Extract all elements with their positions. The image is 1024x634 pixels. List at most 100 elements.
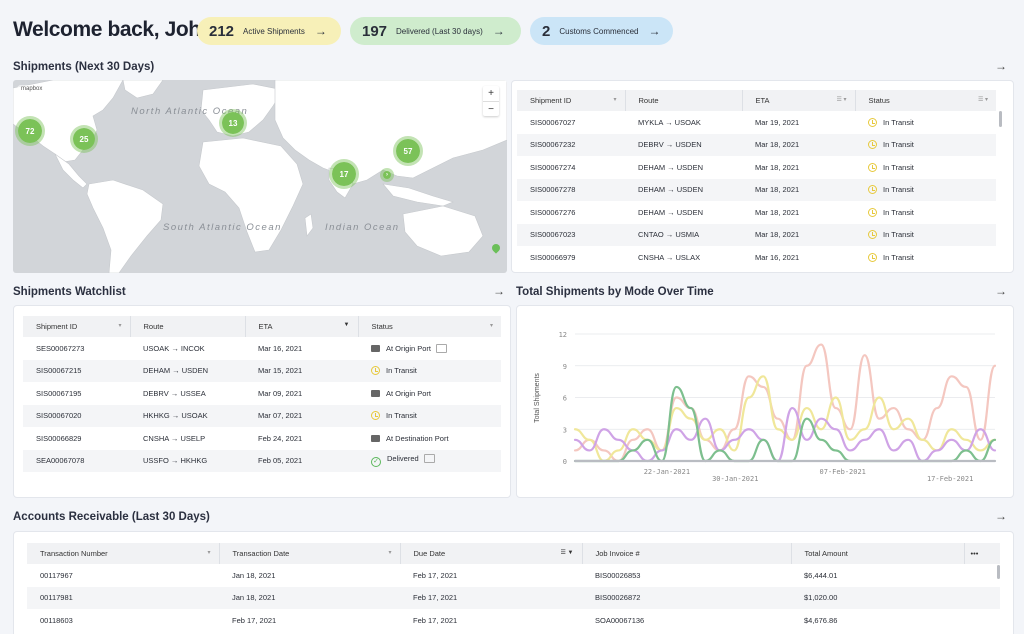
table-row[interactable]: SEA00067078 USSFO → HKHKG Feb 05, 2021 ✓ Del… (23, 449, 501, 472)
table-row[interactable]: 00117981 Jan 18, 2021 Feb 17, 2021 BIS00026… (27, 586, 1000, 609)
column-header-job-invoice[interactable]: Job Invoice # (582, 543, 792, 564)
watchlist-section-title: Shipments Watchlist (13, 286, 126, 298)
table-row[interactable]: SIS00066829 CNSHA → USELP Feb 24, 2021 At D… (23, 427, 501, 450)
sort-icon: ▾ (118, 323, 122, 329)
table-row[interactable]: SIS00067027 MYKLA → USOAK Mar 19, 2021 In T… (517, 111, 996, 134)
ocean-label: North Atlantic Ocean (131, 106, 249, 117)
column-header-shipment-id[interactable]: Shipment ID ▾ (23, 316, 131, 337)
total-amount-cell: $1,020.00 (791, 586, 964, 609)
job-invoice-cell: BIS00026872 (582, 586, 791, 609)
x-tick-label: 30-Jan-2021 (712, 475, 758, 483)
map-cluster[interactable]: 25 (70, 125, 98, 153)
eta-cell: Mar 19, 2021 (755, 117, 800, 127)
document-icon[interactable] (436, 343, 448, 353)
route-cell: DEHAM → USDEN (638, 162, 704, 172)
column-header-eta[interactable]: ETA ▼ (245, 316, 359, 337)
customs-pill[interactable]: 2 Customs Commenced → (530, 17, 673, 45)
column-header-status[interactable]: Status ☰ ▾ (855, 90, 996, 111)
delivered-pill[interactable]: 197 Delivered (Last 30 days) → (350, 17, 521, 45)
ocean-label: Indian Ocean (325, 222, 400, 233)
route-cell: USOAK → INCOK (143, 343, 205, 353)
column-header-total-amount[interactable]: Total Amount (791, 543, 965, 564)
ocean-label: South Atlantic Ocean (163, 222, 282, 233)
y-tick-label: 6 (563, 395, 567, 403)
table-row[interactable]: SES00067273 USOAK → INCOK Mar 16, 2021 At O… (23, 337, 501, 360)
transaction-date-cell: Jan 18, 2021 (232, 570, 276, 580)
status-cell: In Transit (855, 246, 996, 269)
table-row[interactable]: 00117967 Jan 18, 2021 Feb 17, 2021 BIS00026… (27, 564, 1000, 587)
column-header-eta[interactable]: ETA ☰ ▾ (742, 90, 856, 111)
shipment-id-cell: SIS00067274 (530, 162, 576, 172)
zoom-in-button[interactable]: + (483, 86, 499, 102)
map-cluster[interactable]: 57 (393, 136, 423, 166)
mapbox-logo: mapbox (17, 85, 47, 93)
scrollbar[interactable] (999, 111, 1002, 127)
route-cell: HKHKG → USOAK (130, 404, 245, 427)
column-options-icon[interactable]: ••• (964, 543, 1000, 564)
arrow-right-icon: → (648, 24, 661, 38)
table-row[interactable]: SIS00067023 CNTAO → USMIA Mar 18, 2021 In T… (517, 223, 996, 246)
zoom-out-button[interactable]: − (488, 104, 494, 115)
shipment-id-cell: SIS00067020 (23, 404, 130, 427)
sort-desc-icon: ▼ (343, 322, 350, 328)
status-cell: ✓ Delivered (358, 449, 501, 472)
table-row[interactable]: SIS00067232 DEBRV → USDEN Mar 18, 2021 In T… (517, 133, 996, 156)
status-cell: In Transit (855, 201, 996, 224)
active-shipments-pill[interactable]: 212 Active Shipments → (197, 17, 341, 45)
column-header-due-date[interactable]: Due Date ☰ ▼ (400, 543, 583, 564)
chart-more-arrow-icon[interactable]: → (995, 284, 1007, 298)
map-cluster[interactable]: 13 (219, 109, 247, 137)
x-tick-label: 07-Feb-2021 (820, 468, 866, 476)
table-row[interactable]: SIS00066979 CNSHA → USLAX Mar 16, 2021 In T… (517, 246, 996, 269)
sort-icon: ▾ (613, 97, 617, 103)
status-cell: In Transit (855, 156, 996, 179)
clock-icon (868, 162, 877, 172)
receivable-table: Transaction Number ▾ Transaction Date ▾ Du… (27, 543, 1000, 632)
route-cell: DEBRV → USSEA (143, 388, 206, 398)
map-cluster[interactable]: 72 (15, 116, 45, 146)
eta-cell: Mar 18, 2021 (755, 162, 800, 172)
pill-label: Active Shipments (243, 26, 305, 36)
table-row[interactable]: SIS00067274 DEHAM → USDEN Mar 18, 2021 In T… (517, 156, 996, 179)
column-header-route[interactable]: Route (625, 90, 743, 111)
route-cell: CNSHA → USLAX (638, 252, 701, 262)
table-row[interactable]: 00118603 Feb 17, 2021 Feb 17, 2021 SOA00067… (27, 609, 1000, 632)
clock-icon (371, 366, 380, 376)
table-row[interactable]: SIS00067276 DEHAM → USDEN Mar 18, 2021 In T… (517, 201, 996, 224)
table-row[interactable]: SIS00067215 DEHAM → USDEN Mar 15, 2021 In T… (23, 359, 501, 382)
route-cell: DEHAM → USDEN (625, 178, 742, 201)
shipments-more-arrow-icon[interactable]: → (995, 59, 1007, 73)
document-icon[interactable] (423, 454, 435, 464)
clock-icon (868, 252, 877, 262)
map-zoom-control[interactable]: + − (483, 86, 499, 116)
transaction-number-cell: 00118603 (40, 615, 73, 625)
eta-cell: Mar 16, 2021 (755, 252, 800, 262)
chart-section-title: Total Shipments by Mode Over Time (516, 286, 714, 298)
column-header-transaction-number[interactable]: Transaction Number ▾ (27, 543, 220, 564)
scrollbar[interactable] (997, 565, 1000, 579)
column-header-transaction-date[interactable]: Transaction Date ▾ (219, 543, 401, 564)
receivable-more-arrow-icon[interactable]: → (995, 509, 1007, 523)
shipment-id-cell: SIS00067195 (36, 388, 82, 398)
shipments-map[interactable]: North Atlantic Ocean South Atlantic Ocea… (13, 80, 507, 273)
watchlist-more-arrow-icon[interactable]: → (493, 284, 505, 298)
receivable-section-title: Accounts Receivable (Last 30 Days) (13, 511, 210, 523)
column-header-route[interactable]: Route (130, 316, 246, 337)
job-invoice-cell: BIS00026853 (595, 570, 641, 580)
map-cluster[interactable]: 17 (329, 159, 359, 189)
column-header-shipment-id[interactable]: Shipment ID ▾ (517, 90, 626, 111)
column-header-status[interactable]: Status ▾ (358, 316, 501, 337)
route-cell: USSFO → HKHKG (130, 449, 245, 472)
route-cell: MYKLA → USOAK (638, 117, 701, 127)
map-cluster-small[interactable]: › (380, 168, 394, 182)
shipment-id-cell: SIS00066829 (36, 433, 82, 443)
shipments-table: Shipment ID ▾ Route ETA ☰ ▾ Status ☰ ▾ SIS0… (517, 90, 996, 269)
shipment-id-cell: SIS00067215 (23, 359, 130, 382)
arrow-right-icon: → (314, 24, 327, 38)
eta-cell: Mar 18, 2021 (742, 223, 855, 246)
table-row[interactable]: SIS00067020 HKHKG → USOAK Mar 07, 2021 In T… (23, 404, 501, 427)
due-date-cell: Feb 17, 2021 (413, 615, 458, 625)
table-row[interactable]: SIS00067278 DEHAM → USDEN Mar 18, 2021 In T… (517, 178, 996, 201)
table-row[interactable]: SIS00067195 DEBRV → USSEA Mar 09, 2021 At O… (23, 382, 501, 405)
eta-cell: Mar 15, 2021 (245, 359, 358, 382)
